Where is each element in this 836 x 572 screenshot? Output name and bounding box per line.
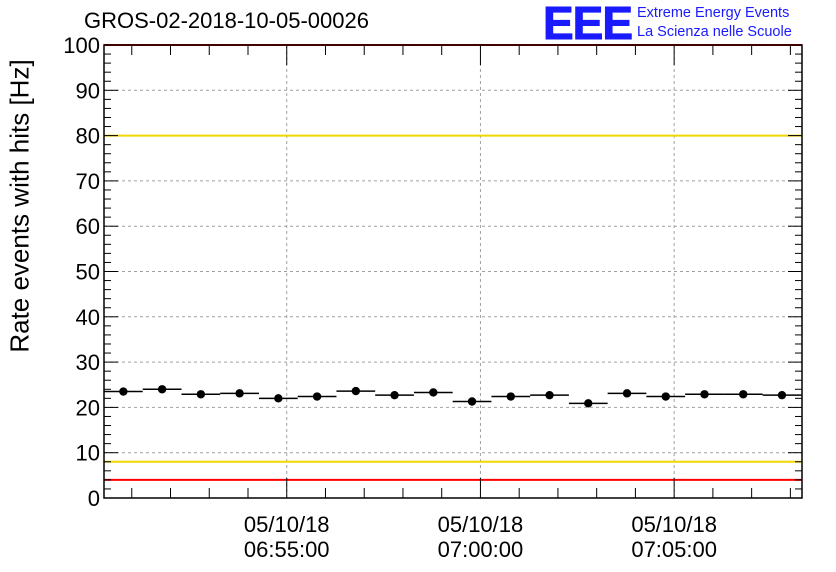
data-point [739,390,748,399]
logo-caption: Extreme Energy Events La Scienza nelle S… [637,4,792,42]
logo-caption-line1: Extreme Energy Events [637,5,790,21]
data-point [351,386,361,396]
y-tick-label: 90 [76,78,100,103]
data-point [196,390,206,399]
y-tick-label: 40 [76,305,100,330]
data-point [584,399,593,408]
logo-caption-line2: La Scienza nelle Scuole [637,24,792,40]
x-tick-label-date: 05/10/18 [631,512,717,537]
data-point [312,392,322,401]
y-tick-label: 100 [63,33,100,58]
data-point [390,390,399,400]
data-point [622,389,632,398]
data-point [661,392,670,401]
x-tick-label-time: 07:05:00 [631,537,717,562]
y-tick-label: 70 [76,169,100,194]
data-point [506,392,515,401]
x-tick-label-date: 05/10/18 [244,512,330,537]
y-tick-label: 20 [76,395,100,420]
x-tick-label-time: 07:00:00 [438,537,524,562]
y-tick-label: 0 [88,486,100,511]
y-tick-label: 60 [76,214,100,239]
y-tick-label: 50 [76,260,100,285]
data-point [274,394,283,403]
y-tick-label: 30 [76,350,100,375]
y-tick-label: 80 [76,124,100,149]
data-point [119,387,128,396]
data-point [545,390,554,400]
run-title: GROS-02-2018-10-05-00026 [84,8,369,33]
data-point [429,388,438,397]
eee-logo: EEE [542,0,633,49]
data-point [777,390,787,400]
data-point [157,385,167,394]
x-tick-label-date: 05/10/18 [438,512,524,537]
data-point [235,389,244,398]
data-point [700,390,709,399]
data-point [467,397,477,406]
y-axis-label: Rate events with hits [Hz] [4,59,35,353]
x-tick-label-time: 06:55:00 [244,537,330,562]
y-tick-label: 10 [76,441,100,466]
